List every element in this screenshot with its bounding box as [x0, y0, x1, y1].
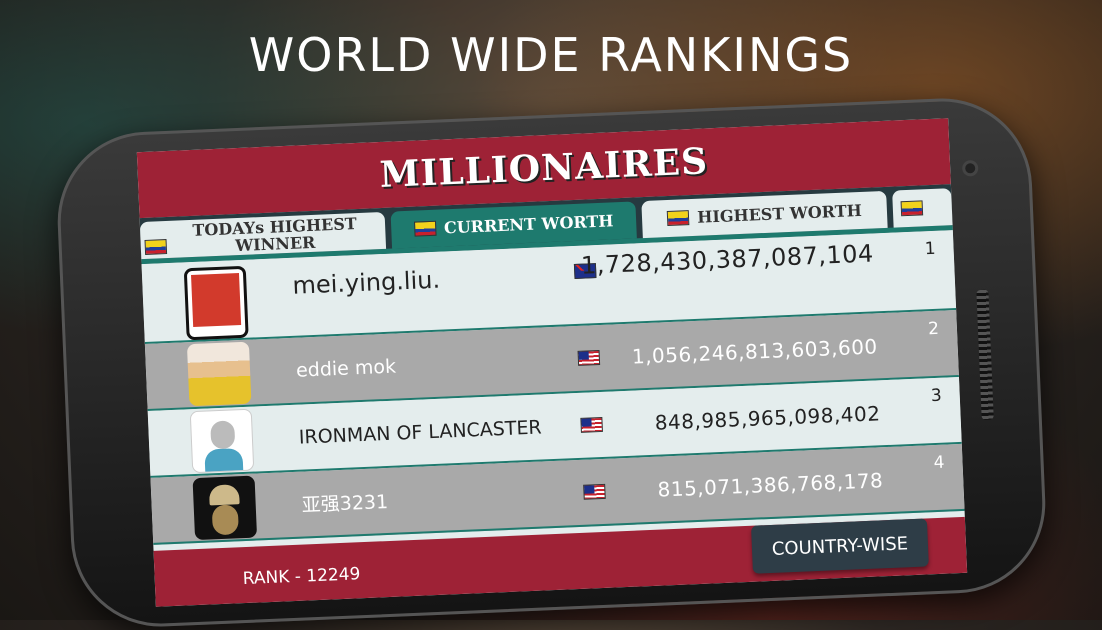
avatar: [183, 265, 249, 341]
player-name: mei.ying.liu.: [291, 265, 441, 300]
tab-label: HIGHEST WORTH: [696, 200, 863, 227]
player-name: 亚强3231: [301, 490, 389, 517]
player-rank: 2: [927, 318, 940, 340]
country-wise-button[interactable]: COUNTRY-WISE: [751, 518, 929, 574]
colombia-flag-icon: [900, 200, 924, 217]
tab-current-worth[interactable]: CURRENT WORTH: [390, 201, 637, 249]
colombia-flag-icon: [413, 220, 437, 237]
player-worth: 815,071,386,768,178: [657, 467, 884, 502]
avatar: [186, 341, 252, 406]
tab-label: TODAYs HIGHEST WINNER: [192, 213, 358, 255]
colombia-flag-icon: [667, 210, 690, 227]
my-rank: RANK - 12249: [242, 564, 361, 590]
tab-more[interactable]: [892, 188, 953, 228]
default-avatar-icon: [189, 408, 255, 473]
camera-icon: [961, 159, 979, 177]
player-rank: 4: [933, 452, 945, 474]
player-rank: 3: [930, 385, 943, 407]
phone-screen: MILLIONAIRES TODAYs HIGHEST WINNER CURRE…: [136, 118, 968, 607]
tab-label: CURRENT WORTH: [443, 211, 614, 238]
player-worth: 1,728,430,387,087,104: [580, 239, 875, 280]
player-name: eddie mok: [295, 355, 397, 382]
speaker-grille: [976, 289, 994, 421]
malaysia-flag-icon: [580, 416, 603, 433]
avatar: [192, 475, 258, 540]
colombia-flag-icon: [144, 239, 168, 255]
headline: WORLD WIDE RANKINGS: [248, 28, 854, 82]
malaysia-flag-icon: [577, 349, 601, 366]
tab-todays-highest-winner[interactable]: TODAYs HIGHEST WINNER: [139, 211, 387, 260]
player-name: IRONMAN OF LANCASTER: [298, 416, 543, 449]
player-worth: 1,056,246,813,603,600: [631, 333, 879, 369]
player-worth: 848,985,965,098,402: [654, 400, 881, 435]
tab-highest-worth[interactable]: HIGHEST WORTH: [641, 190, 888, 239]
player-rank: 1: [924, 238, 936, 260]
malaysia-flag-icon: [583, 483, 606, 500]
